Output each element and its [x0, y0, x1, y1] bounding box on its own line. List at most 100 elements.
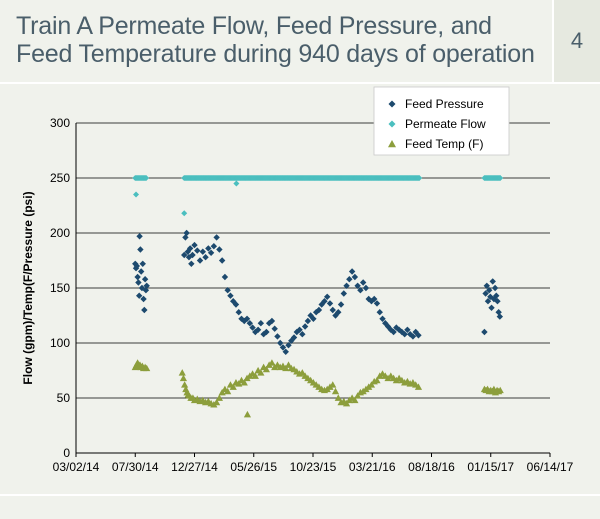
feed-pressure-point [274, 333, 281, 340]
feed-pressure-point [362, 284, 370, 292]
feed-pressure-point [207, 249, 215, 256]
y-tick-label: 100 [50, 336, 70, 350]
feed-pressure-point [254, 326, 262, 333]
legend-feed-temp-marker [388, 140, 396, 148]
feed-pressure-point [138, 284, 146, 292]
feed-pressure-point [315, 306, 323, 314]
feed-pressure-point [415, 332, 422, 339]
feed-pressure-point [299, 331, 306, 338]
feed-pressure-point [227, 292, 234, 299]
x-tick-label: 12/27/14 [171, 460, 218, 474]
feed-pressure-point [494, 298, 501, 305]
feed-pressure-point [373, 300, 381, 307]
feed-pressure-point [482, 290, 489, 297]
feed-pressure-point [301, 323, 309, 330]
feed-pressure-point [304, 317, 312, 325]
feed-temp-point [373, 376, 381, 384]
feed-temp-point [218, 388, 226, 396]
feed-temp-point [282, 364, 290, 372]
y-tick-label: 250 [50, 171, 70, 185]
feed-pressure-point [134, 273, 141, 281]
feed-pressure-point [484, 298, 492, 305]
footer-bar [0, 496, 600, 519]
feed-temp-point [143, 364, 151, 372]
feed-pressure-point [216, 246, 223, 253]
feed-pressure-point [324, 293, 331, 300]
x-tick-label: 05/26/15 [230, 460, 277, 474]
y-tick-label: 200 [50, 226, 70, 240]
feed-pressure-point [401, 331, 408, 338]
feed-temp-point [284, 361, 293, 368]
feed-temp-point [181, 381, 189, 388]
feed-pressure-point [140, 295, 147, 303]
feed-temp-point [215, 394, 223, 401]
feed-temp-point [367, 381, 376, 388]
x-tick-label: 03/21/16 [349, 460, 396, 474]
x-tick-label: 01/15/17 [467, 460, 514, 474]
feed-pressure-point [257, 320, 265, 327]
feed-pressure-point [329, 306, 336, 314]
feed-temp-point [243, 410, 252, 418]
feed-pressure-point [279, 344, 287, 351]
feed-pressure-point [271, 325, 278, 332]
feed-pressure-point [210, 243, 218, 250]
feed-pressure-point [268, 317, 276, 325]
y-tick-label: 0 [63, 446, 70, 460]
feed-pressure-point [359, 279, 367, 286]
feed-pressure-point [390, 328, 397, 336]
feed-pressure-point [489, 278, 496, 285]
feed-pressure-point [137, 246, 144, 253]
feed-pressure-point [136, 233, 143, 240]
feed-temp-point [329, 381, 337, 388]
feed-pressure-point [485, 287, 493, 294]
x-tick-label: 10/23/15 [290, 460, 337, 474]
feed-temp-point [235, 380, 243, 387]
x-tick-label: 03/02/14 [53, 460, 100, 474]
feed-pressure-point [282, 348, 289, 355]
feed-temp-point [414, 383, 423, 390]
feed-pressure-point [205, 245, 212, 252]
feed-pressure-point [351, 273, 359, 281]
feed-pressure-point [232, 301, 240, 308]
feed-pressure-point [194, 247, 201, 254]
feed-pressure-point [249, 324, 256, 331]
x-tick-label: 08/18/16 [408, 460, 455, 474]
feed-pressure-point [181, 251, 188, 259]
feed-pressure-point [357, 287, 364, 294]
feed-pressure-point [335, 309, 342, 316]
feed-pressure-point [376, 309, 383, 316]
feed-pressure-point [183, 229, 190, 237]
feed-pressure-point [143, 282, 150, 289]
feed-pressure-point [483, 282, 490, 289]
y-tick-label: 50 [57, 391, 71, 405]
legend-label: Feed Pressure [405, 97, 484, 111]
feed-pressure-point [189, 251, 196, 259]
feed-pressure-point [340, 290, 348, 297]
x-tick-label: 07/30/14 [112, 460, 159, 474]
feed-pressure-point [277, 339, 284, 347]
feed-temp-point [331, 387, 340, 395]
feed-temp-point [262, 365, 270, 373]
x-tick-label: 06/14/17 [527, 460, 574, 474]
feed-temp-point [342, 399, 351, 407]
feed-pressure-point [133, 262, 141, 270]
y-tick-label: 150 [50, 281, 70, 295]
feed-temp-point [257, 369, 265, 376]
feed-pressure-point [186, 245, 194, 252]
feed-pressure-point [296, 326, 303, 333]
feed-pressure-point [488, 304, 495, 311]
feed-pressure-point [191, 241, 198, 249]
page-number: 4 [552, 0, 600, 82]
feed-pressure-point [141, 306, 148, 314]
feed-pressure-point [224, 287, 231, 294]
slide-title: Train A Permeate Flow, Feed Pressure, an… [16, 12, 535, 68]
feed-temp-point [351, 396, 359, 404]
feed-temp-point [354, 392, 362, 399]
permeate-flow-point [143, 175, 150, 181]
y-axis-title: Flow (gpm)/Temp(F/Pressure (psi) [21, 191, 35, 384]
feed-pressure-point [321, 298, 328, 305]
feed-pressure-point [371, 295, 378, 303]
feed-pressure-point [141, 276, 149, 283]
permeate-flow-point [497, 175, 504, 181]
feed-temp-point [179, 374, 188, 382]
